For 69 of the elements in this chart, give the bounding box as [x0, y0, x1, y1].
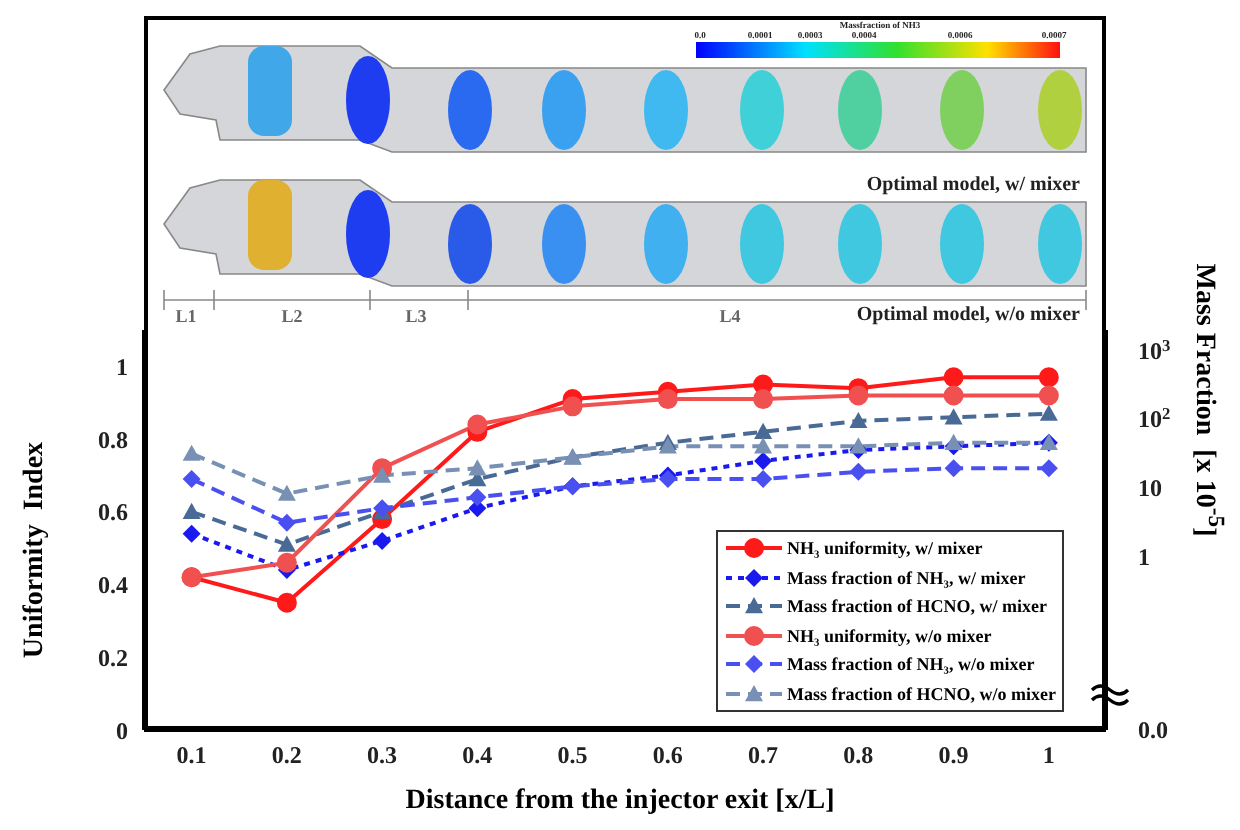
point	[182, 524, 201, 543]
point	[467, 414, 488, 435]
legend-label: Mass fraction of NH₃, w/ mixer	[787, 567, 1026, 588]
point	[849, 437, 868, 454]
y2-tick-label: 10$^{3}$	[1138, 335, 1171, 365]
point	[468, 459, 487, 476]
point	[1038, 385, 1059, 406]
point	[1039, 404, 1058, 421]
point	[277, 484, 296, 501]
legend-label: NH₃ uniformity, w/o mixer	[787, 625, 992, 646]
x-tick-label: 1	[1042, 741, 1055, 770]
x-tick-label: 0.1	[176, 741, 207, 770]
y-axis-title: Uniformity Index	[20, 441, 52, 659]
point	[562, 396, 583, 417]
y-tick-label: 0.4	[98, 571, 128, 600]
text: L2	[281, 306, 304, 326]
point	[848, 385, 869, 406]
point	[754, 422, 773, 440]
text: L1	[175, 306, 198, 326]
legend-label: Mass fraction of NH₃, w/o mixer	[787, 654, 1035, 675]
y-tick-label: 1	[116, 352, 128, 381]
point	[182, 470, 201, 489]
point	[944, 433, 963, 450]
y2-tick-label: 1	[1138, 542, 1150, 571]
point	[1039, 459, 1058, 478]
point	[849, 411, 868, 429]
point	[753, 389, 774, 410]
x-tick-label: 0.3	[367, 741, 398, 770]
point	[944, 459, 963, 478]
x-tick-label: 0.6	[652, 741, 683, 770]
point	[182, 444, 201, 461]
x-tick-label: 0.2	[271, 741, 302, 770]
point	[849, 462, 868, 481]
y-tick-label: 0	[116, 716, 128, 745]
point	[944, 408, 963, 425]
x-tick-label: 0.7	[748, 741, 779, 770]
y2-tick-label: 10	[1138, 474, 1162, 503]
x-tick-label: 0.9	[938, 741, 969, 770]
point	[373, 531, 392, 550]
point	[1038, 367, 1059, 388]
point	[754, 437, 773, 454]
text: L4	[719, 306, 742, 326]
x-tick-label: 0.8	[843, 741, 874, 770]
y-tick-label: 0.6	[98, 498, 128, 527]
point	[943, 367, 964, 388]
text: L3	[405, 306, 428, 326]
legend-label: NH₃ uniformity, w/ mixer	[787, 538, 983, 559]
point	[277, 513, 296, 532]
text: Optimal model, w/o mixer	[856, 304, 1082, 326]
legend-label: Mass fraction of HCNO, w/ mixer	[787, 596, 1047, 617]
point	[373, 466, 392, 483]
point	[277, 535, 296, 552]
point	[943, 385, 964, 406]
point	[754, 470, 773, 489]
x-tick-label: 0.4	[462, 741, 493, 770]
text: Optimal model, w/ mixer	[866, 174, 1082, 196]
point	[468, 488, 487, 507]
point	[657, 389, 678, 410]
point	[276, 552, 297, 573]
point	[276, 592, 297, 613]
y-tick-label: 0.2	[98, 643, 128, 672]
x-tick-label: 0.5	[557, 741, 588, 770]
point	[754, 451, 773, 470]
y2-tick-label: 10$^{2}$	[1138, 404, 1171, 434]
point	[182, 502, 201, 520]
legend-label: Mass fraction of HCNO, w/o mixer	[787, 683, 1056, 704]
y-tick-label: 0.8	[98, 425, 128, 454]
x-axis-title: Distance from the injector exit [x/L]	[403, 786, 837, 818]
y2-tick-label: 0.0	[1138, 716, 1168, 744]
